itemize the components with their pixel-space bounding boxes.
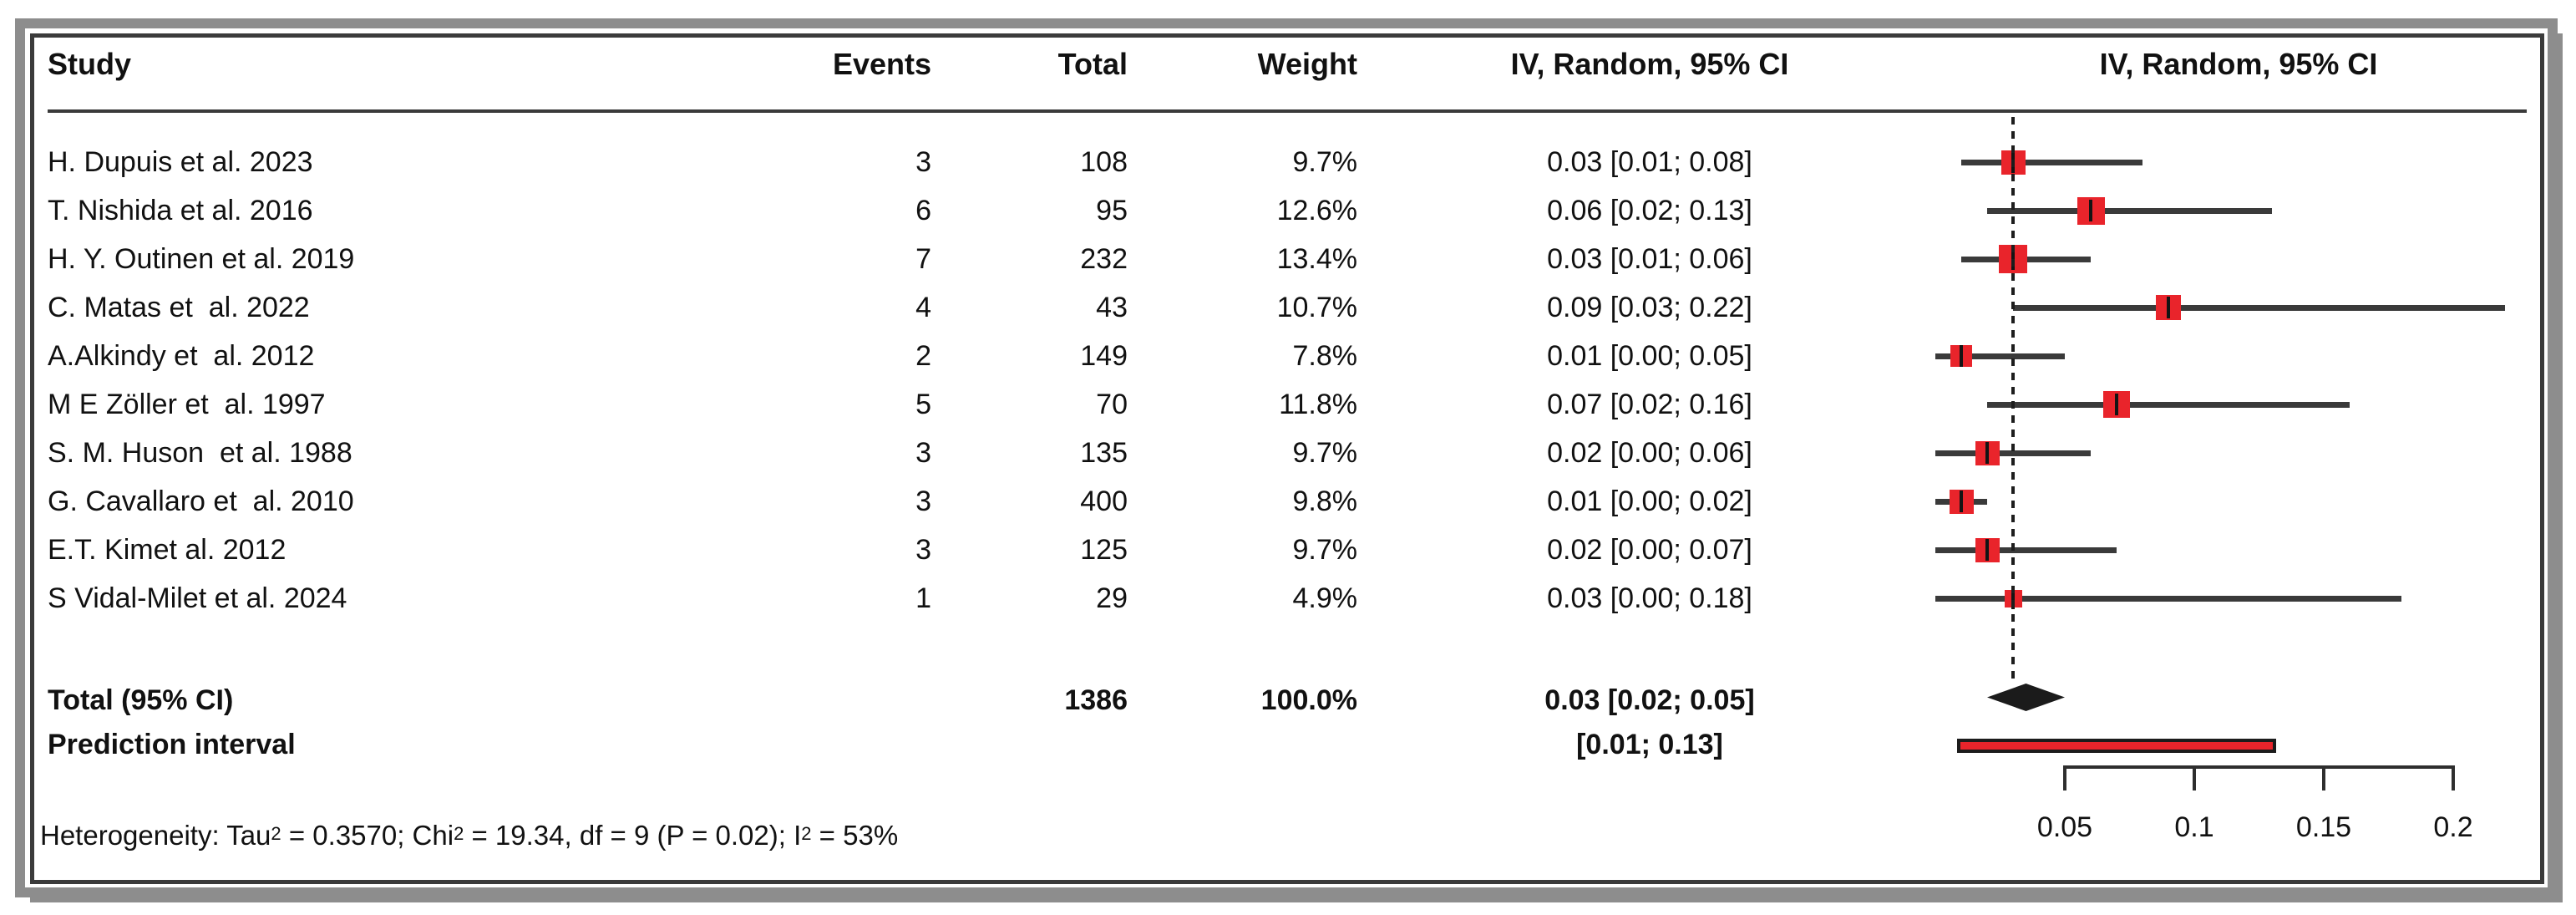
study-events: 7 — [915, 243, 931, 275]
study-name: A.Alkindy et al. 2012 — [48, 340, 315, 372]
study-weight: 9.7% — [1292, 534, 1358, 566]
study-name: M E Zöller et al. 1997 — [48, 389, 326, 420]
x-axis-tick-label: 0.1 — [2174, 811, 2214, 843]
study-weight: 11.8% — [1279, 389, 1357, 420]
heterogeneity-text: = 0.3570; Chi — [281, 820, 454, 851]
prediction-row-label: Prediction interval — [48, 729, 296, 760]
study-events: 4 — [915, 292, 931, 323]
column-header-ci-text: IV, Random, 95% CI — [1510, 47, 1789, 81]
study-weight: 7.8% — [1292, 340, 1358, 372]
study-events: 3 — [915, 146, 931, 178]
prediction-row-ci-text: [0.01; 0.13] — [1576, 729, 1723, 760]
superscript-2: 2 — [271, 823, 281, 844]
estimate-tick — [2115, 394, 2118, 415]
column-header-weight: Weight — [1257, 47, 1357, 81]
column-header-ci-plot: IV, Random, 95% CI — [2099, 47, 2378, 81]
study-ci-text: 0.03 [0.01; 0.06] — [1547, 243, 1752, 275]
header-rule — [48, 109, 2527, 113]
ci-line — [1935, 596, 2401, 602]
estimate-tick — [1960, 491, 1963, 512]
ci-line — [2013, 305, 2505, 311]
study-events: 1 — [915, 582, 931, 614]
ci-line — [1935, 547, 2117, 553]
study-weight: 12.6% — [1276, 195, 1357, 226]
total-row-total: 1386 — [1064, 684, 1128, 716]
study-weight: 4.9% — [1292, 582, 1358, 614]
study-weight: 10.7% — [1276, 292, 1357, 323]
estimate-tick — [1985, 539, 1989, 561]
ci-line — [1987, 208, 2272, 214]
heterogeneity-text: = 53% — [811, 820, 899, 851]
column-header-study: Study — [48, 47, 132, 81]
reference-dashed-line — [2011, 117, 2015, 684]
estimate-tick — [1985, 442, 1989, 464]
study-total: 43 — [1096, 292, 1128, 323]
study-weight: 9.7% — [1292, 437, 1358, 469]
study-total: 232 — [1080, 243, 1128, 275]
total-row-label: Total (95% CI) — [48, 684, 234, 716]
total-row-ci-text: 0.03 [0.02; 0.05] — [1544, 684, 1755, 716]
study-name: C. Matas et al. 2022 — [48, 292, 310, 323]
estimate-tick — [2167, 297, 2170, 318]
study-name: G. Cavallaro et al. 2010 — [48, 485, 354, 517]
study-events: 3 — [915, 437, 931, 469]
study-name: T. Nishida et al. 2016 — [48, 195, 313, 226]
study-total: 135 — [1080, 437, 1128, 469]
study-total: 149 — [1080, 340, 1128, 372]
study-name: H. Y. Outinen et al. 2019 — [48, 243, 355, 275]
estimate-tick — [1960, 345, 1963, 367]
heterogeneity-text: = 19.34, df = 9 (P = 0.02); I — [464, 820, 802, 851]
study-weight: 9.8% — [1292, 485, 1358, 517]
x-axis-tick-label: 0.05 — [2036, 811, 2093, 843]
x-axis-tick — [2193, 765, 2196, 790]
study-name: S Vidal-Milet et al. 2024 — [48, 582, 347, 614]
study-ci-text: 0.03 [0.01; 0.08] — [1547, 146, 1752, 178]
superscript-2: 2 — [801, 823, 812, 844]
heterogeneity-text: Heterogeneity: Tau — [40, 820, 271, 851]
study-total: 400 — [1080, 485, 1128, 517]
study-weight: 13.4% — [1276, 243, 1357, 275]
study-total: 95 — [1096, 195, 1128, 226]
prediction-interval-bar — [1957, 739, 2276, 753]
total-row-weight: 100.0% — [1260, 684, 1357, 716]
study-name: S. M. Huson et al. 1988 — [48, 437, 352, 469]
study-weight: 9.7% — [1292, 146, 1358, 178]
x-axis-tick-label: 0.2 — [2433, 811, 2473, 843]
study-events: 2 — [915, 340, 931, 372]
study-total: 125 — [1080, 534, 1128, 566]
ci-line — [1935, 353, 2065, 359]
study-ci-text: 0.09 [0.03; 0.22] — [1547, 292, 1752, 323]
heterogeneity-note: Heterogeneity: Tau2 = 0.3570; Chi2 = 19.… — [40, 812, 1878, 859]
study-events: 3 — [915, 485, 931, 517]
study-events: 5 — [915, 389, 931, 420]
ci-line — [1961, 160, 2142, 165]
study-events: 3 — [915, 534, 931, 566]
x-axis-tick-label: 0.15 — [2295, 811, 2352, 843]
column-header-total: Total — [1057, 47, 1128, 81]
column-header-events: Events — [832, 47, 931, 81]
study-total: 29 — [1096, 582, 1128, 614]
study-ci-text: 0.03 [0.00; 0.18] — [1547, 582, 1752, 614]
study-ci-text: 0.02 [0.00; 0.06] — [1547, 437, 1752, 469]
superscript-2: 2 — [454, 823, 464, 844]
x-axis-tick — [2452, 765, 2455, 790]
study-name: E.T. Kimet al. 2012 — [48, 534, 287, 566]
study-ci-text: 0.02 [0.00; 0.07] — [1547, 534, 1752, 566]
x-axis-tick — [2063, 765, 2066, 790]
ci-line — [1987, 402, 2350, 408]
study-ci-text: 0.01 [0.00; 0.05] — [1547, 340, 1752, 372]
x-axis-line — [2063, 765, 2455, 769]
study-ci-text: 0.07 [0.02; 0.16] — [1547, 389, 1752, 420]
study-events: 6 — [915, 195, 931, 226]
study-ci-text: 0.01 [0.00; 0.02] — [1547, 485, 1752, 517]
study-total: 70 — [1096, 389, 1128, 420]
study-name: H. Dupuis et al. 2023 — [48, 146, 313, 178]
study-ci-text: 0.06 [0.02; 0.13] — [1547, 195, 1752, 226]
study-total: 108 — [1080, 146, 1128, 178]
x-axis-tick — [2322, 765, 2325, 790]
estimate-tick — [2089, 200, 2092, 221]
